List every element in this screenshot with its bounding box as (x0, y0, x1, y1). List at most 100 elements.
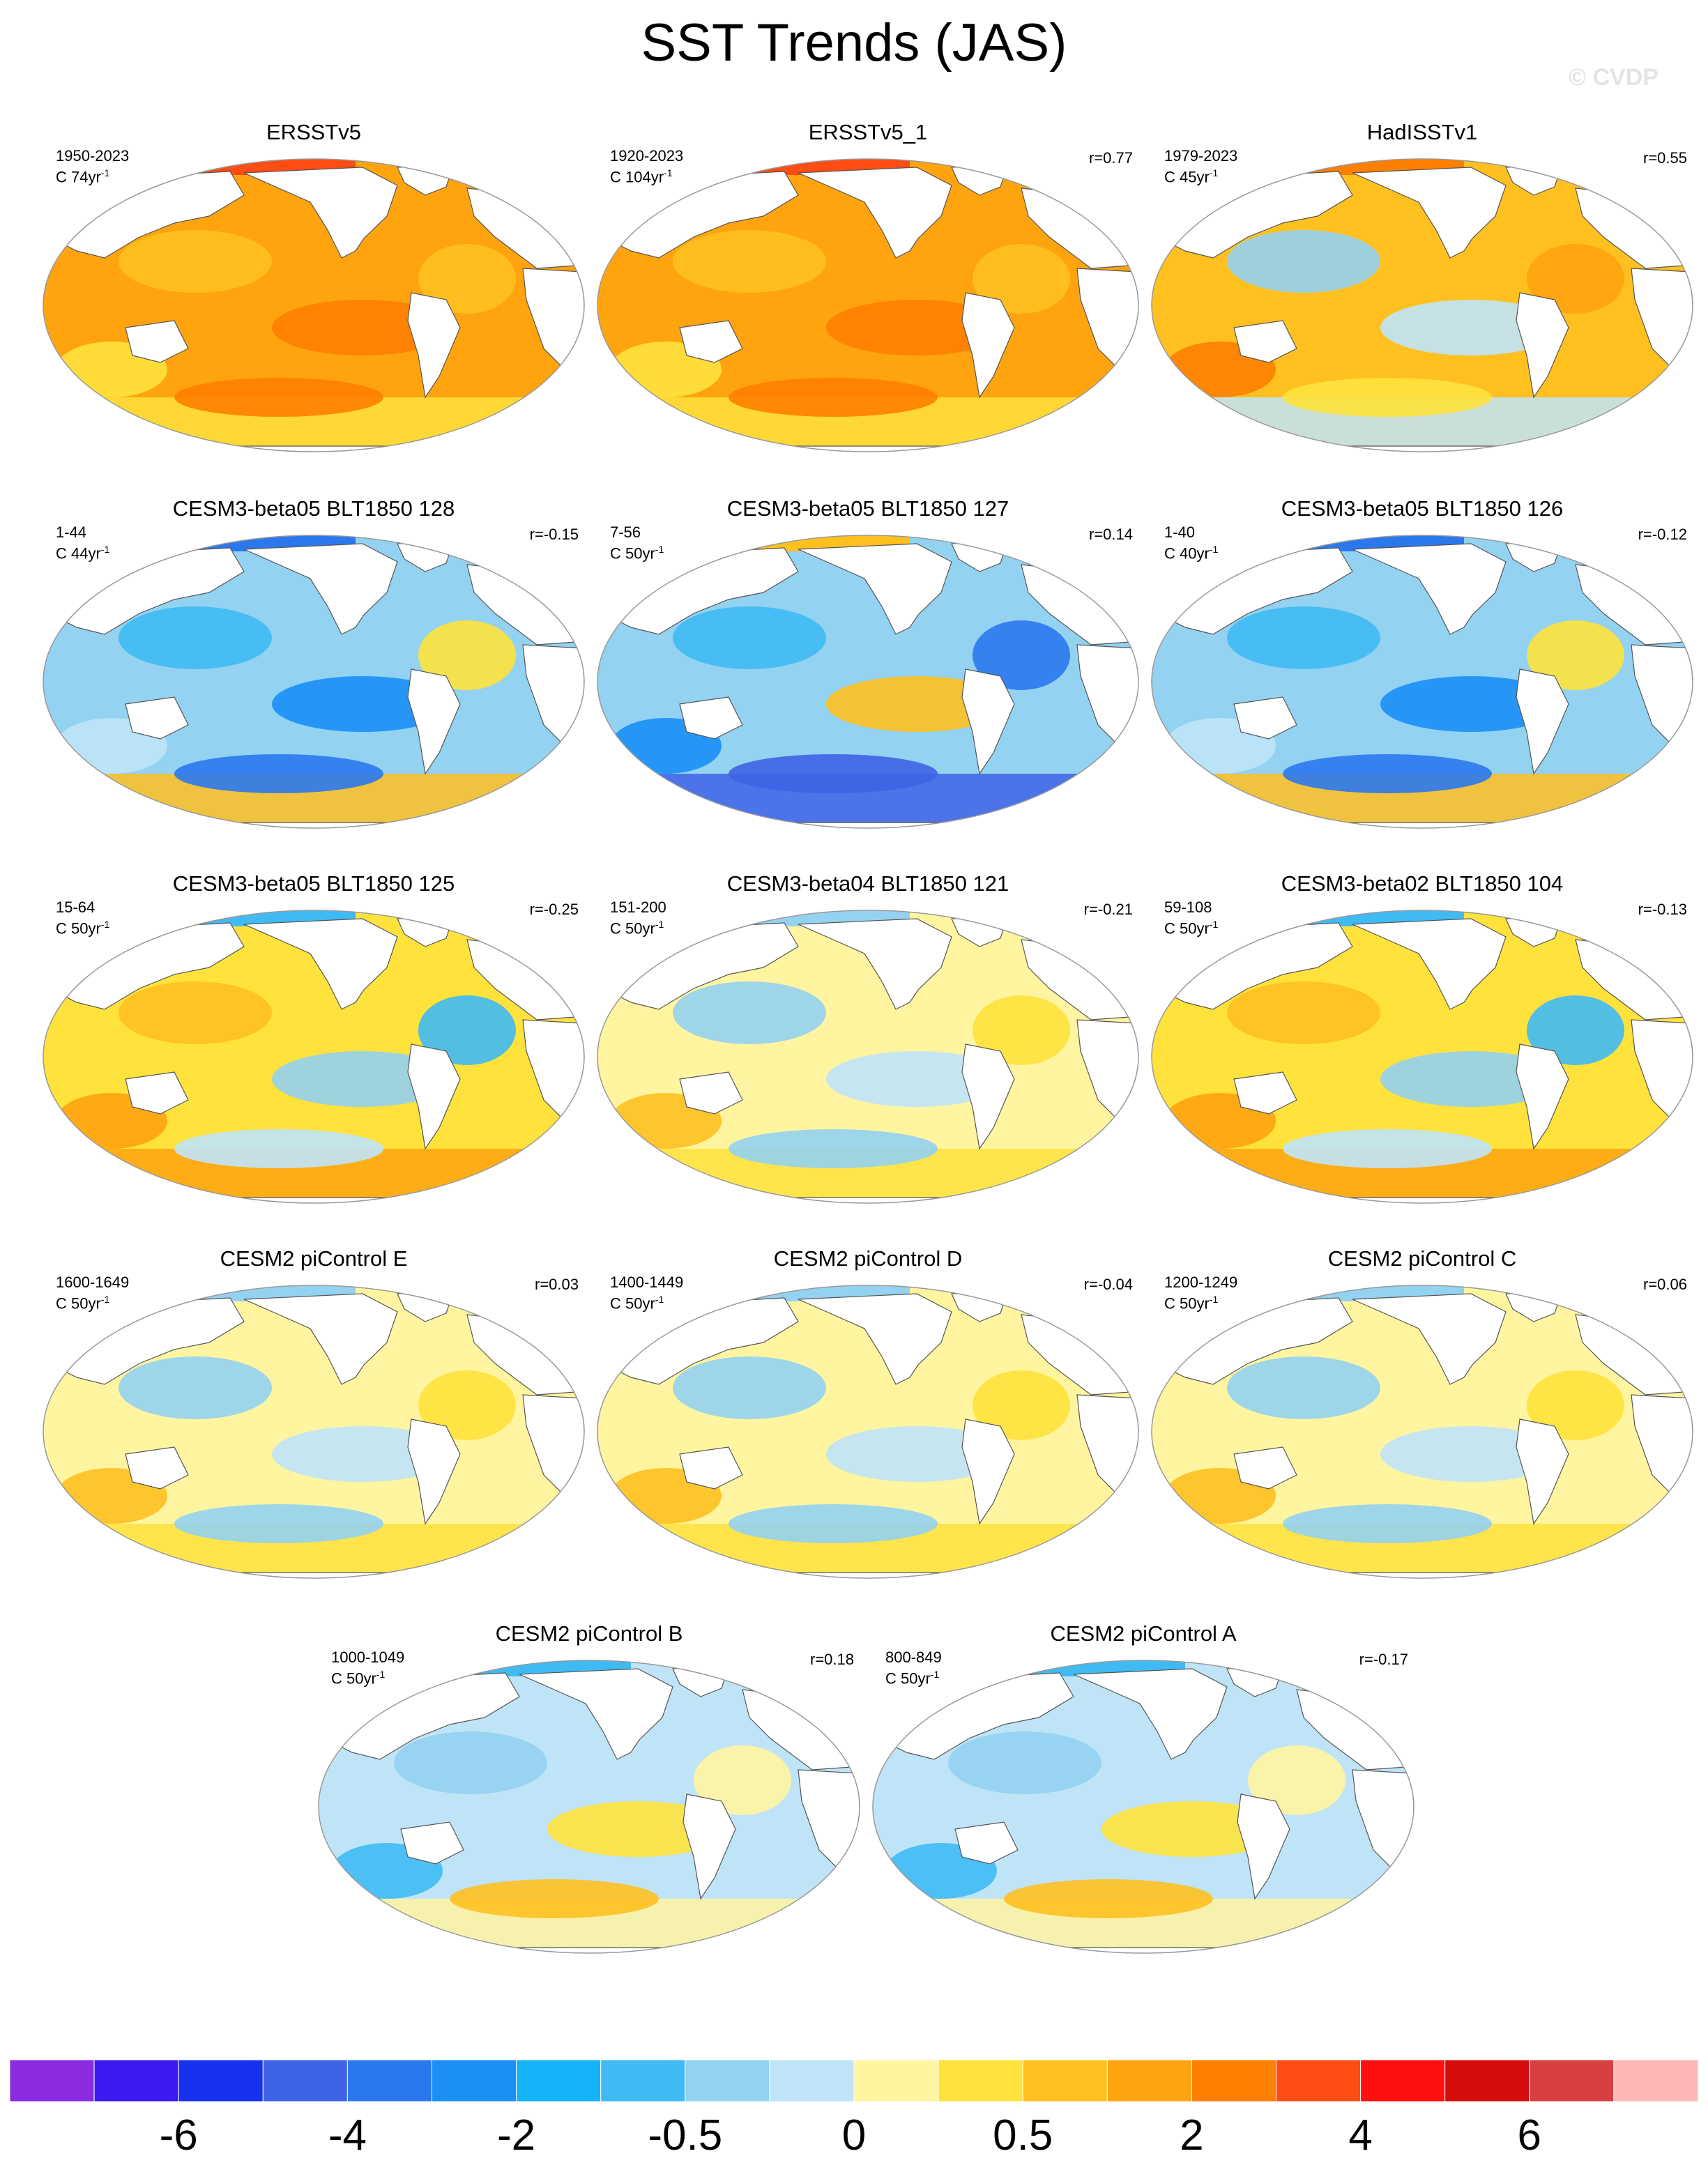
map-outline (597, 1285, 1139, 1579)
trend-anomaly-blob (1283, 378, 1492, 417)
land-mass (1152, 1197, 1693, 1203)
trend-anomaly-blob (1380, 1051, 1562, 1107)
panel-title: CESM2 piControl D (773, 1246, 963, 1271)
period-label: 1-40 (1164, 523, 1196, 541)
map-panel: HadISSTv1 1979-2023 C 45yr-1 r=0.55 (1143, 118, 1701, 467)
pattern-correlation: r=-0.21 (1083, 901, 1133, 918)
colorbar-segment (93, 2060, 179, 2102)
land-mass (873, 1947, 1414, 1953)
trend-anomaly-blob (826, 1426, 1007, 1482)
trend-anomaly-blob (729, 754, 938, 793)
map-outline (43, 910, 585, 1204)
trend-anomaly-blob (1248, 1745, 1345, 1815)
colorbar-segment (10, 2060, 95, 2102)
land-mass (597, 822, 1138, 828)
trend-anomaly-blob (1380, 300, 1562, 355)
sst-field (43, 535, 584, 828)
trend-anomaly-blob (973, 244, 1070, 314)
land-mass (1152, 822, 1693, 828)
period-label: 59-108 (1164, 898, 1212, 916)
sst-field (43, 159, 584, 452)
trend-anomaly-blob (1380, 676, 1562, 732)
colorbar-tick-label: -4 (328, 2111, 367, 2159)
trend-anomaly-blob (418, 244, 516, 314)
colorbar (10, 2060, 1698, 2102)
land-mass (125, 320, 189, 363)
pattern-correlation: r=0.55 (1643, 149, 1687, 167)
map-outline (318, 1660, 860, 1954)
land-mass (407, 1043, 461, 1150)
land-mass (961, 668, 1015, 775)
land-mass (961, 1043, 1015, 1150)
trend-anomaly-blob (673, 606, 826, 669)
trend-anomaly-blob (948, 1731, 1101, 1794)
land-mass (679, 1071, 743, 1115)
sst-field (597, 535, 1138, 828)
map-svg (1151, 1285, 1693, 1579)
colorbar-tick-label: 0.5 (993, 2111, 1053, 2159)
trend-anomaly-blob (1527, 244, 1624, 314)
period-label: 1200-1249 (1164, 1274, 1238, 1291)
panel-title: CESM2 piControl E (220, 1246, 408, 1271)
colorbar-segment (1191, 2060, 1277, 2102)
panel-period: 1-44 C 44yr-1 (56, 524, 109, 562)
panel-title: ERSSTv5_1 (808, 120, 928, 144)
sst-field (597, 910, 1138, 1203)
map-outline (872, 1660, 1415, 1954)
trend-anomaly-blob (673, 981, 826, 1044)
trend-anomaly-blob (1283, 1129, 1492, 1168)
pattern-correlation: r=0.77 (1089, 149, 1133, 167)
map-outline (43, 535, 585, 829)
pattern-correlation: r=0.14 (1089, 526, 1133, 543)
trend-anomaly-blob (973, 620, 1070, 690)
pattern-correlation: r=-0.04 (1083, 1276, 1133, 1293)
trend-anomaly-blob (418, 1370, 516, 1440)
land-mass (43, 445, 584, 452)
colorbar-segment (769, 2060, 855, 2102)
trend-anomaly-blob (1527, 1370, 1624, 1440)
pattern-correlation: r=-0.12 (1638, 526, 1687, 543)
pattern-correlation: r=0.06 (1643, 1276, 1687, 1293)
trend-unit-label: C 50yr-1 (610, 544, 664, 563)
colorbar-tick-label: 6 (1517, 2111, 1542, 2159)
map-svg (1151, 535, 1693, 829)
panel-period: 1400-1449 C 50yr-1 (610, 1274, 683, 1312)
land-mass (1237, 1794, 1290, 1900)
colorbar-segment (1276, 2060, 1362, 2102)
land-mass (1352, 918, 1507, 1010)
land-mass (1516, 668, 1569, 775)
panel-title: CESM2 piControl C (1327, 1246, 1517, 1271)
map-outline (43, 158, 585, 452)
land-mass (400, 1821, 464, 1865)
panel-title: CESM2 piControl B (495, 1621, 683, 1646)
panel-period: 7-56 C 50yr-1 (610, 524, 664, 562)
sst-field (43, 910, 584, 1203)
trend-anomaly-blob (673, 1356, 826, 1419)
land-mass (798, 167, 952, 259)
land-mass (798, 1293, 952, 1385)
trend-anomaly-blob (694, 1745, 791, 1815)
sst-field (43, 1285, 584, 1578)
land-mass (679, 696, 743, 740)
map-svg (43, 535, 585, 829)
colorbar-segment (178, 2060, 264, 2102)
colorbar-tick-label: -0.5 (648, 2111, 723, 2159)
map-outline (1151, 1285, 1693, 1579)
trend-unit-exponent: -1 (100, 544, 110, 555)
panel-period: 1950-2023 C 74yr-1 (56, 148, 129, 185)
land-mass (1152, 445, 1693, 452)
colorbar-labels: -6 -4 -2 -0.5 0 0.5 2 4 6 (0, 2111, 1708, 2159)
colorbar-segment (346, 2060, 432, 2102)
sst-field (597, 159, 1138, 452)
colorbar-segment (1022, 2060, 1108, 2102)
land-mass (1516, 1418, 1569, 1525)
trend-unit-label: C 50yr-1 (610, 919, 664, 938)
pattern-correlation: r=-0.15 (529, 526, 579, 543)
land-mass (43, 1572, 584, 1578)
map-panel: CESM3-beta05 BLT1850 125 15-64 C 50yr-1 r=-… (35, 870, 593, 1218)
map-panel: CESM3-beta05 BLT1850 128 1-44 C 44yr-1 r=-0… (35, 495, 593, 843)
map-svg (43, 158, 585, 452)
map-outline (43, 1285, 585, 1579)
land-mass (1233, 696, 1297, 740)
trend-unit-exponent: -1 (664, 167, 673, 178)
